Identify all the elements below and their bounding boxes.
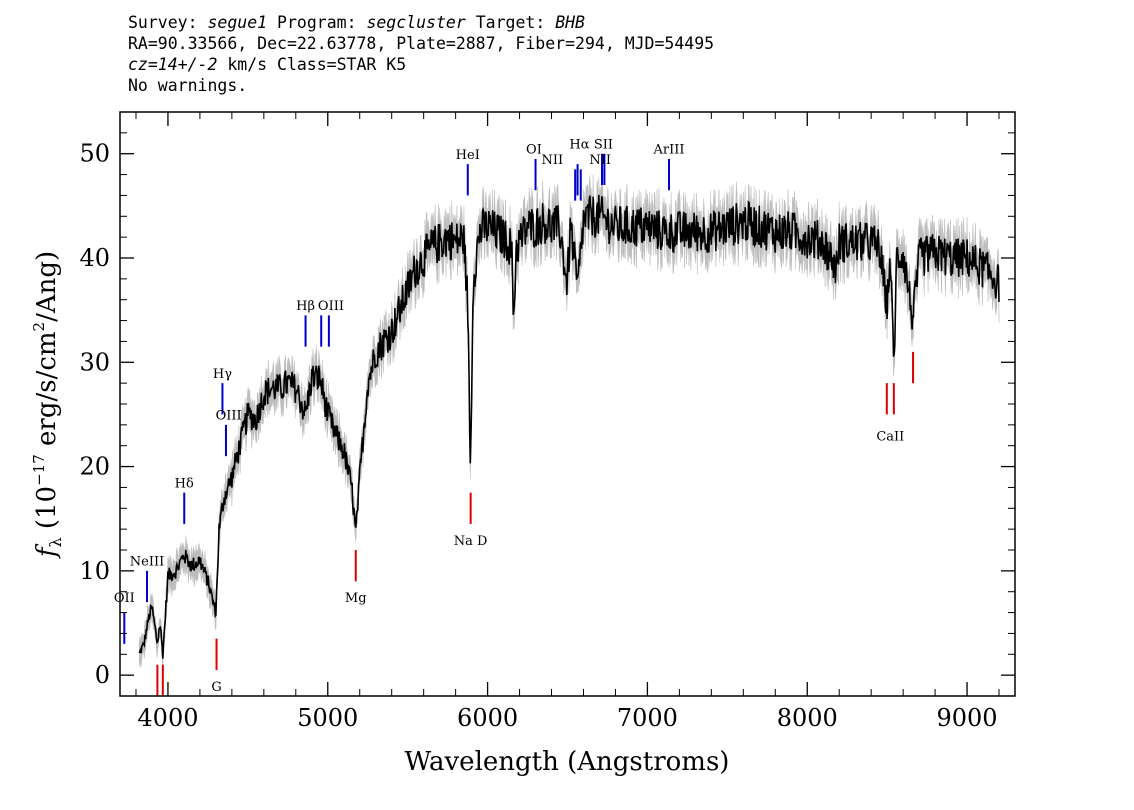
line-label: OIII bbox=[318, 299, 344, 314]
x-tick-label: 4000 bbox=[137, 704, 198, 732]
y-label-sub: λ bbox=[46, 537, 65, 547]
flux-series bbox=[138, 194, 1000, 659]
error-band-shape bbox=[138, 174, 1000, 670]
line-label: Hα bbox=[569, 138, 589, 153]
svg-text:fλ (10−17 erg/s/cm2/Ang): fλ (10−17 erg/s/cm2/Ang) bbox=[30, 251, 65, 559]
x-tick-label: 6000 bbox=[457, 704, 518, 732]
line-label: Na D bbox=[454, 534, 488, 549]
y-label-exp: −17 bbox=[30, 454, 48, 486]
line-label: ArIII bbox=[652, 143, 684, 158]
line-label: NII bbox=[541, 153, 563, 168]
program-label: Program: bbox=[267, 13, 367, 32]
line-label: Mg bbox=[345, 591, 367, 606]
error-band bbox=[138, 174, 1000, 670]
y-tick-label: 30 bbox=[79, 348, 110, 376]
y-label-exp2: 2 bbox=[30, 322, 48, 332]
x-tick-label: 8000 bbox=[777, 704, 838, 732]
target-label: Target: bbox=[465, 13, 556, 32]
line-label: SII bbox=[594, 138, 613, 153]
y-axis-label: fλ (10−17 erg/s/cm2/Ang) bbox=[30, 251, 65, 559]
y-label-pre: (10 bbox=[32, 486, 62, 538]
survey-label: Survey: bbox=[128, 13, 208, 32]
x-tick-label: 5000 bbox=[297, 704, 358, 732]
line-label: Hβ bbox=[296, 299, 315, 314]
header-line-1: Survey: segue1 Program: segcluster Targe… bbox=[128, 12, 714, 33]
survey-value: segue1 bbox=[207, 13, 268, 32]
y-tick-label: 50 bbox=[79, 140, 110, 168]
class-text: km/s Class=STAR K5 bbox=[217, 55, 407, 74]
spectral-line-markers bbox=[123, 153, 915, 696]
y-tick-label: 0 bbox=[95, 661, 110, 689]
y-label-post: /Ang) bbox=[32, 251, 62, 322]
header-line-2: RA=90.33566, Dec=22.63778, Plate=2887, F… bbox=[128, 34, 715, 53]
line-label: NII bbox=[589, 153, 611, 168]
redshift-value: cz=14+/-2 bbox=[128, 55, 218, 74]
line-label: OII bbox=[114, 591, 135, 606]
y-axis-ticks: 0 10 20 30 40 50 bbox=[79, 132, 1015, 689]
y-label-mid: erg/s/cm bbox=[32, 331, 62, 454]
header-line-3: cz=14+/-2 km/s Class=STAR K5 bbox=[128, 54, 714, 75]
x-axis-label: Wavelength (Angstroms) bbox=[405, 747, 730, 777]
program-value: segcluster bbox=[366, 13, 466, 32]
target-value: BHB bbox=[555, 13, 585, 32]
line-label: HeI bbox=[456, 148, 480, 163]
line-label: G bbox=[211, 680, 221, 695]
x-tick-label: 7000 bbox=[617, 704, 678, 732]
line-label: OIII bbox=[216, 409, 242, 424]
header-line-4: No warnings. bbox=[128, 76, 248, 95]
line-label: Hδ bbox=[175, 476, 194, 491]
x-tick-label: 9000 bbox=[937, 704, 998, 732]
line-label: CaII bbox=[876, 430, 904, 445]
spectrum-header: Survey: segue1 Program: segcluster Targe… bbox=[128, 12, 714, 96]
y-tick-label: 10 bbox=[79, 557, 110, 585]
line-label: Hγ bbox=[213, 367, 232, 382]
line-label: NeIII bbox=[130, 555, 164, 570]
line-label: OI bbox=[526, 143, 542, 158]
x-axis-ticks: 4000 5000 6000 7000 8000 9000 bbox=[135, 112, 1000, 732]
y-tick-label: 20 bbox=[79, 453, 110, 481]
flux-line bbox=[138, 194, 1000, 659]
y-tick-label: 40 bbox=[79, 244, 110, 272]
